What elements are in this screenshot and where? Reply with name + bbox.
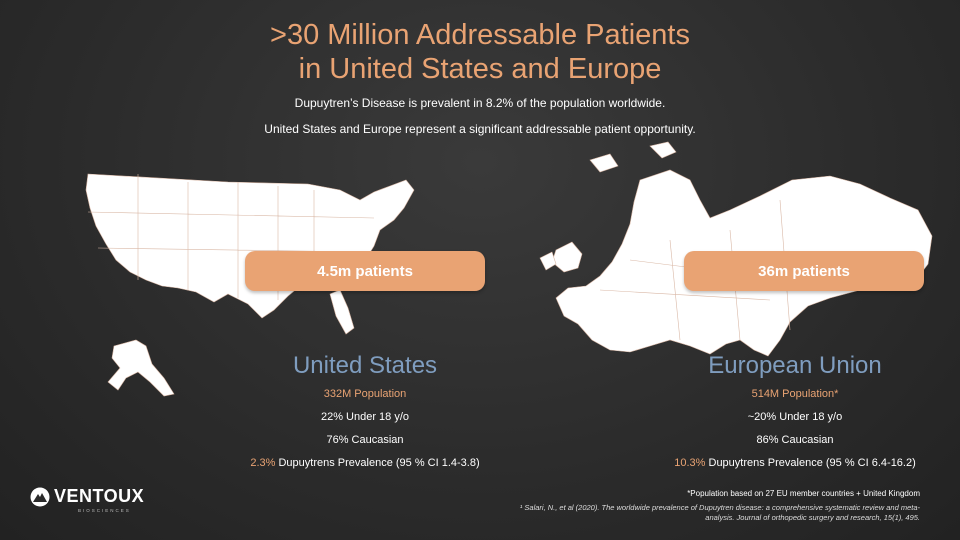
us-prevalence-text: Dupuytrens Prevalence (95 % CI 1.4-3.8) [275, 457, 480, 469]
eu-caucasian: 86% Caucasian [756, 434, 834, 446]
eu-prevalence-text: Dupuytrens Prevalence (95 % CI 6.4-16.2) [705, 457, 916, 469]
population-footnote: *Population based on 27 EU member countr… [687, 489, 920, 498]
eu-under-18: ~20% Under 18 y/o [747, 411, 843, 423]
eu-region-title: European Union [708, 352, 882, 379]
us-patients-pill: 4.5m patients [245, 251, 485, 291]
us-prevalence: 2.3% Dupuytrens Prevalence (95 % CI 1.4-… [200, 457, 530, 469]
logo-name: VENTOUX [54, 486, 145, 506]
subtitle-line-1: Dupuytren’s Disease is prevalent in 8.2%… [294, 96, 666, 110]
logo-tagline: BIOSCIENCES [78, 508, 131, 513]
us-caucasian: 76% Caucasian [326, 434, 404, 446]
mountain-logo-icon [30, 487, 50, 506]
title-line-2: in United States and Europe [298, 53, 662, 85]
eu-patients-pill: 36m patients [684, 251, 924, 291]
citation-line-2: analysis. Journal of orthopedic surgery … [705, 513, 920, 522]
citation-line-1: ¹ Salari, N., et al (2020). The worldwid… [519, 503, 920, 512]
us-under-18: 22% Under 18 y/o [320, 411, 410, 423]
us-prevalence-percent: 2.3% [250, 457, 276, 469]
ventoux-logo: VENTOUX BIOSCIENCES [30, 486, 145, 513]
us-population: 332M Population [323, 388, 407, 400]
title-line-1: >30 Million Addressable Patients [270, 19, 690, 51]
eu-population: 514M Population* [751, 388, 839, 400]
us-region-title: United States [292, 352, 438, 379]
eu-prevalence-percent: 10.3% [674, 457, 706, 469]
subtitle-line-2: United States and Europe represent a sig… [264, 122, 696, 136]
page-title: >30 Million Addressable Patients in Unit… [0, 18, 960, 86]
eu-prevalence: 10.3% Dupuytrens Prevalence (95 % CI 6.4… [620, 457, 960, 469]
citation-footnote: ¹ Salari, N., et al (2020). The worldwid… [520, 503, 920, 523]
